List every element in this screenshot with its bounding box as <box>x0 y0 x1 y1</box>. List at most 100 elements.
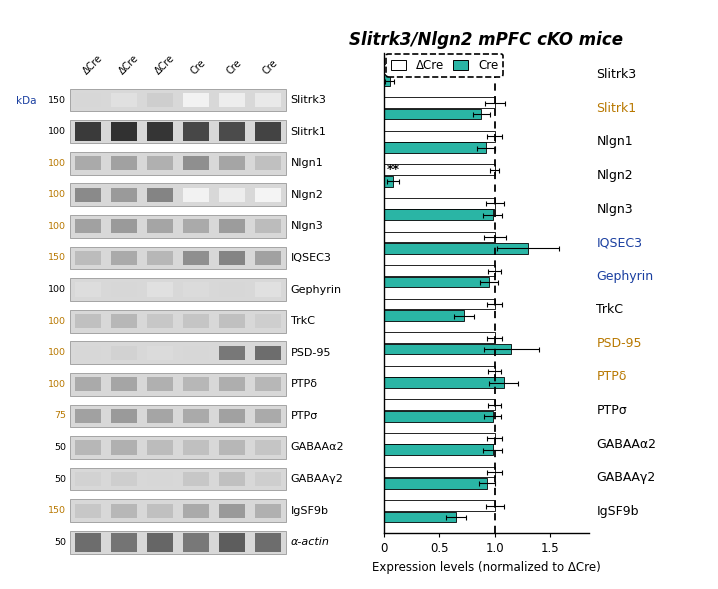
Bar <box>255 346 281 360</box>
Bar <box>384 445 493 455</box>
Text: GABAΑα2: GABAΑα2 <box>291 442 345 452</box>
Text: 75: 75 <box>55 411 66 421</box>
Bar <box>384 512 456 522</box>
Text: IQSEC3: IQSEC3 <box>597 236 643 249</box>
Bar <box>255 504 281 518</box>
Text: Slitrk1: Slitrk1 <box>291 127 327 137</box>
Bar <box>384 433 495 444</box>
Bar <box>70 89 286 111</box>
Bar <box>111 123 137 141</box>
Text: Nlgn3: Nlgn3 <box>597 203 633 216</box>
Bar <box>384 243 528 254</box>
Bar <box>111 314 137 328</box>
Text: Nlgn1: Nlgn1 <box>597 135 633 148</box>
Bar <box>255 409 281 423</box>
Text: **: ** <box>386 163 399 176</box>
Text: IQSEC3: IQSEC3 <box>291 253 332 263</box>
Bar <box>147 533 173 551</box>
Bar <box>111 378 137 391</box>
Bar <box>384 366 495 376</box>
Bar <box>70 120 286 143</box>
Bar <box>70 499 286 522</box>
Bar <box>384 131 495 141</box>
Bar <box>384 299 495 309</box>
Bar <box>384 97 495 108</box>
Bar <box>384 500 495 511</box>
Bar <box>219 314 245 328</box>
Bar <box>70 247 286 269</box>
Bar <box>219 441 245 455</box>
Text: GABAΑγ2: GABAΑγ2 <box>291 474 343 484</box>
Bar <box>219 188 245 202</box>
Bar <box>255 533 281 551</box>
Bar <box>70 152 286 174</box>
X-axis label: Expression levels (normalized to ΔCre): Expression levels (normalized to ΔCre) <box>372 561 601 574</box>
Text: Nlgn1: Nlgn1 <box>291 158 323 168</box>
Text: Cre: Cre <box>189 57 208 76</box>
Text: 100: 100 <box>48 285 66 294</box>
Title: Slitrk3/Nlgn2 mPFC cKO mice: Slitrk3/Nlgn2 mPFC cKO mice <box>350 31 623 49</box>
Bar <box>70 531 286 554</box>
Bar <box>147 314 173 328</box>
Bar <box>219 346 245 360</box>
Bar <box>111 251 137 265</box>
Bar <box>384 231 495 242</box>
Text: **: ** <box>386 62 399 75</box>
Text: kDa: kDa <box>16 95 37 105</box>
Text: Nlgn2: Nlgn2 <box>597 169 633 182</box>
Bar <box>111 93 137 107</box>
Bar <box>70 436 286 459</box>
Bar <box>183 93 209 107</box>
Text: ΔCre: ΔCre <box>81 52 104 76</box>
Bar <box>70 310 286 333</box>
Bar <box>70 342 286 364</box>
Bar <box>70 183 286 206</box>
Bar <box>384 478 487 489</box>
Text: 100: 100 <box>48 348 66 357</box>
Text: 150: 150 <box>48 253 66 263</box>
Bar <box>219 472 245 486</box>
Bar <box>147 188 173 202</box>
Bar <box>384 210 493 220</box>
Bar <box>111 533 137 551</box>
Bar <box>255 123 281 141</box>
Bar <box>219 533 245 551</box>
Bar <box>75 533 101 551</box>
Bar <box>111 504 137 518</box>
Bar <box>255 93 281 107</box>
Bar <box>384 143 486 153</box>
Bar <box>70 373 286 396</box>
Bar <box>219 283 245 297</box>
Bar <box>75 314 101 328</box>
Bar <box>219 123 245 141</box>
Bar <box>384 332 495 343</box>
Bar <box>183 123 209 141</box>
Bar <box>75 219 101 233</box>
Bar <box>183 251 209 265</box>
Bar <box>111 156 137 170</box>
Bar <box>183 441 209 455</box>
Bar <box>183 409 209 423</box>
Bar <box>255 251 281 265</box>
Bar <box>75 188 101 202</box>
Bar <box>255 219 281 233</box>
Bar <box>75 378 101 391</box>
Bar <box>70 278 286 301</box>
Bar <box>147 378 173 391</box>
Bar <box>183 378 209 391</box>
Text: Gephyrin: Gephyrin <box>597 270 653 283</box>
Text: Gephyrin: Gephyrin <box>291 284 342 294</box>
Text: GABAΑγ2: GABAΑγ2 <box>597 471 656 484</box>
Bar <box>255 188 281 202</box>
Bar <box>75 123 101 141</box>
Text: GABAΑα2: GABAΑα2 <box>597 438 656 451</box>
Text: 100: 100 <box>48 317 66 326</box>
Bar <box>384 344 511 355</box>
Bar <box>75 346 101 360</box>
Bar <box>147 251 173 265</box>
Bar <box>183 533 209 551</box>
Bar <box>255 156 281 170</box>
Bar <box>111 472 137 486</box>
Bar <box>111 283 137 297</box>
Bar <box>384 176 393 187</box>
